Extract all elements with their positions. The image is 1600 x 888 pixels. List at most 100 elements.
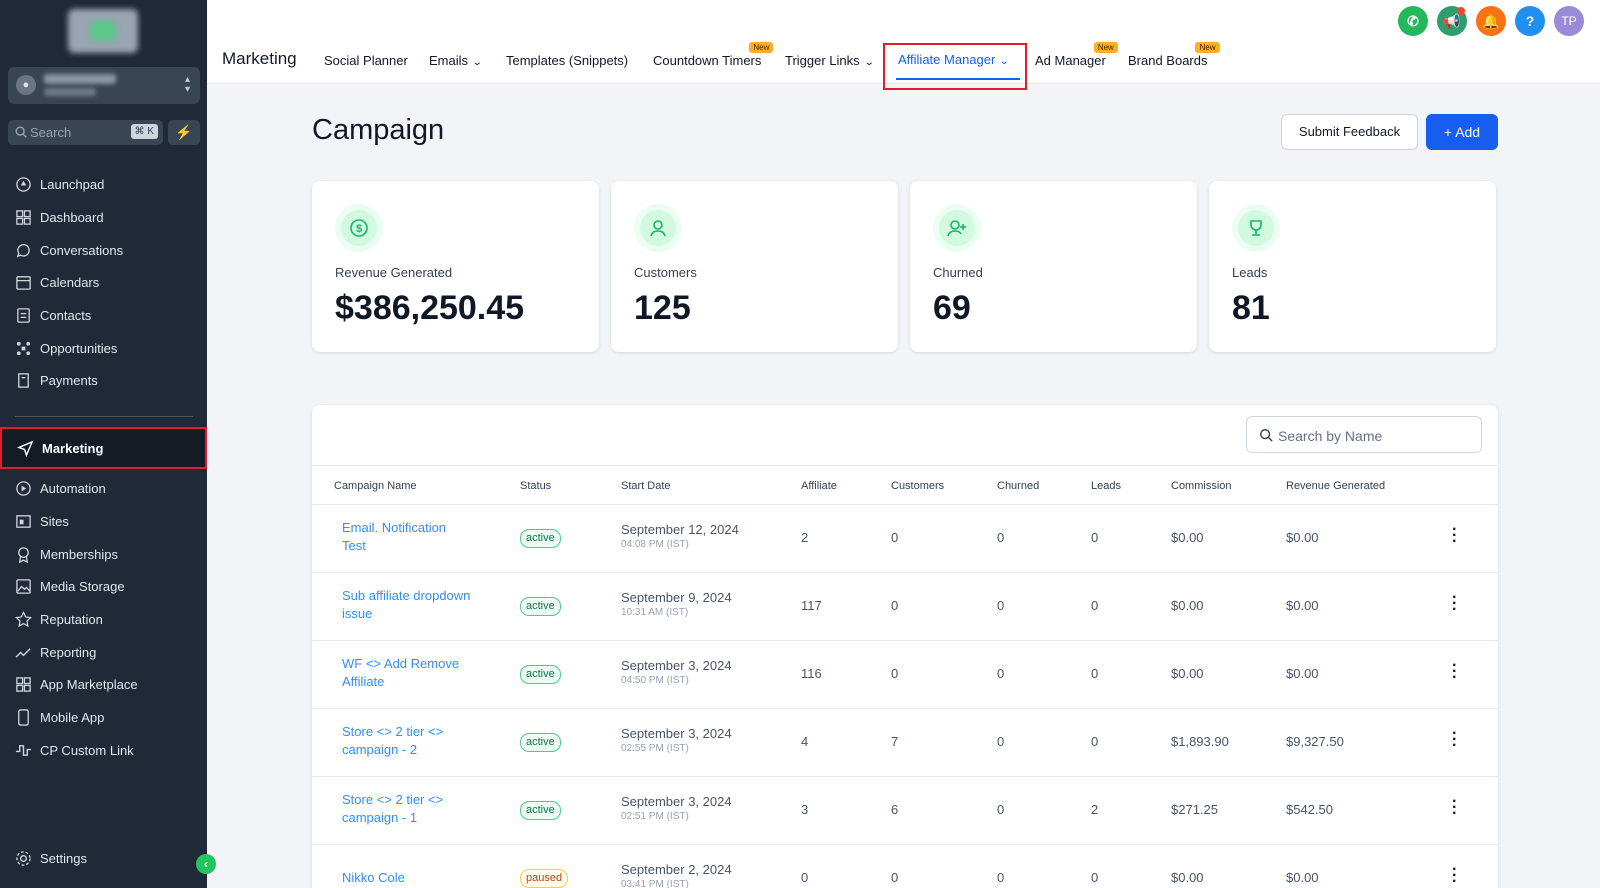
campaign-table: Search by Name Campaign Name Status Star… bbox=[312, 405, 1498, 888]
sidebar-item-media-storage[interactable]: Media Storage bbox=[0, 570, 207, 602]
sidebar-item-calendars[interactable]: Calendars bbox=[0, 266, 207, 298]
sidebar-item-marketing[interactable]: Marketing bbox=[0, 427, 207, 469]
cell-leads: 0 bbox=[1091, 870, 1099, 885]
column-header[interactable]: Start Date bbox=[621, 480, 671, 492]
tab-templates[interactable]: Templates (Snippets) bbox=[506, 53, 628, 68]
tab-countdown-timers[interactable]: Countdown Timers New bbox=[653, 42, 774, 68]
cell-churned: 0 bbox=[997, 734, 1005, 749]
campaign-name-link[interactable]: WF <> Add Remove Affiliate bbox=[342, 656, 460, 689]
trophy-icon bbox=[1232, 204, 1280, 252]
more-actions-icon[interactable]: · · · bbox=[1452, 657, 1458, 686]
column-header[interactable]: Customers bbox=[891, 480, 945, 492]
funnel-icon bbox=[16, 341, 31, 356]
sidebar-item-launchpad[interactable]: Launchpad bbox=[0, 168, 207, 200]
submit-feedback-button[interactable]: Submit Feedback bbox=[1281, 114, 1418, 150]
sidebar-item-app-marketplace[interactable]: App Marketplace bbox=[0, 668, 207, 700]
campaign-name-link[interactable]: Store <> 2 tier <> campaign - 1 bbox=[342, 792, 444, 825]
tab-emails[interactable]: Emails ⌄ bbox=[429, 53, 483, 68]
column-header[interactable]: Status bbox=[520, 480, 552, 492]
stat-card-churned: Churned 69 bbox=[910, 181, 1197, 352]
column-header[interactable]: Commission bbox=[1171, 480, 1232, 492]
stat-value: 81 bbox=[1232, 289, 1270, 327]
more-actions-icon[interactable]: · · · bbox=[1452, 793, 1458, 822]
tab-trigger-links[interactable]: Trigger Links ⌄ bbox=[785, 53, 875, 68]
sidebar-item-label: Calendars bbox=[40, 275, 100, 290]
user-avatar[interactable]: TP bbox=[1554, 6, 1584, 36]
column-header[interactable]: Churned bbox=[997, 480, 1040, 492]
tab-ad-manager[interactable]: Ad Manager New bbox=[1035, 42, 1118, 68]
column-header[interactable]: Revenue Generated bbox=[1286, 480, 1386, 492]
cell-commission: $0.00 bbox=[1171, 598, 1204, 613]
sidebar-item-contacts[interactable]: Contacts bbox=[0, 299, 207, 331]
more-actions-icon[interactable]: · · · bbox=[1452, 521, 1458, 550]
column-header[interactable]: Leads bbox=[1091, 480, 1121, 492]
sidebar-item-cp-custom-link[interactable]: CP Custom Link bbox=[0, 734, 207, 766]
bell-icon[interactable]: 🔔 bbox=[1476, 6, 1506, 36]
sidebar-item-automation[interactable]: Automation bbox=[0, 472, 207, 504]
quick-actions-bolt-icon[interactable]: ⚡ bbox=[168, 120, 200, 145]
help-icon[interactable]: ? bbox=[1515, 6, 1545, 36]
campaign-name-link[interactable]: Sub affiliate dropdown issue bbox=[342, 588, 471, 621]
sidebar-item-dashboard[interactable]: Dashboard bbox=[0, 201, 207, 233]
account-switcher[interactable]: ● ▴ ▾ bbox=[8, 67, 200, 104]
sidebar-item-label: App Marketplace bbox=[40, 677, 138, 692]
campaign-name-link[interactable]: Store <> 2 tier <> campaign - 2 bbox=[342, 724, 444, 757]
sidebar-item-sites[interactable]: Sites bbox=[0, 505, 207, 537]
start-date: September 9, 2024 bbox=[621, 590, 732, 605]
cell-customers: 0 bbox=[891, 666, 899, 681]
sidebar-item-label: Mobile App bbox=[40, 710, 105, 725]
cell-affiliate: 117 bbox=[801, 598, 822, 613]
sidebar-item-memberships[interactable]: Memberships bbox=[0, 538, 207, 570]
tab-label: Emails bbox=[429, 53, 469, 68]
cell-leads: 0 bbox=[1091, 734, 1099, 749]
add-campaign-button[interactable]: + Add bbox=[1426, 114, 1498, 150]
status-badge: active bbox=[520, 597, 561, 616]
campaign-name-link[interactable]: Nikko Cole bbox=[342, 870, 405, 885]
stat-label: Leads bbox=[1232, 265, 1268, 280]
sidebar-item-payments[interactable]: Payments bbox=[0, 364, 207, 396]
tab-label: Templates (Snippets) bbox=[506, 53, 629, 68]
sidebar-search[interactable]: Search ⌘ K bbox=[8, 120, 163, 145]
sites-icon bbox=[16, 515, 31, 528]
more-actions-icon[interactable]: · · · bbox=[1452, 589, 1458, 618]
tab-affiliate-manager[interactable]: Affiliate Manager ⌄ bbox=[898, 52, 1010, 67]
account-name-blurred bbox=[44, 74, 116, 84]
column-header[interactable]: Campaign Name bbox=[334, 480, 417, 492]
company-logo bbox=[68, 9, 138, 53]
more-actions-icon[interactable]: · · · bbox=[1452, 725, 1458, 754]
chat-icon bbox=[16, 243, 30, 258]
status-badge: active bbox=[520, 801, 561, 820]
sidebar-item-conversations[interactable]: Conversations bbox=[0, 234, 207, 266]
stat-label: Revenue Generated bbox=[335, 265, 453, 280]
sidebar-item-mobile-app[interactable]: Mobile App bbox=[0, 701, 207, 733]
sidebar-item-reporting[interactable]: Reporting bbox=[0, 636, 207, 668]
sidebar-item-label: Reputation bbox=[40, 612, 103, 627]
sidebar-item-opportunities[interactable]: Opportunities bbox=[0, 332, 207, 364]
add-label: Add bbox=[1455, 124, 1481, 140]
chevron-down-icon: ⌄ bbox=[863, 57, 875, 68]
calendar-icon bbox=[16, 276, 31, 290]
sidebar-item-settings[interactable]: Settings bbox=[0, 842, 207, 874]
phone-icon[interactable]: ✆ bbox=[1398, 6, 1428, 36]
column-header[interactable]: Affiliate bbox=[801, 480, 837, 492]
cell-leads: 2 bbox=[1091, 802, 1099, 817]
top-nav: Marketing Social Planner Emails ⌄ Templat… bbox=[207, 0, 1600, 90]
status-badge: paused bbox=[520, 869, 569, 888]
cell-customers: 6 bbox=[891, 802, 899, 817]
tab-social-planner[interactable]: Social Planner bbox=[324, 53, 408, 68]
cell-revenue: $0.00 bbox=[1286, 870, 1319, 885]
chevron-down-icon: ⌄ bbox=[999, 56, 1010, 67]
sidebar-item-label: Marketing bbox=[42, 441, 104, 456]
collapse-sidebar-icon[interactable]: ‹ bbox=[196, 854, 216, 874]
stat-label: Customers bbox=[634, 265, 697, 280]
more-actions-icon[interactable]: · · · bbox=[1452, 861, 1458, 888]
search-by-name-input[interactable]: Search by Name bbox=[1246, 416, 1482, 453]
sidebar-item-reputation[interactable]: Reputation bbox=[0, 603, 207, 635]
campaign-name-link[interactable]: Email. Notification Test bbox=[342, 520, 447, 553]
sidebar-item-label: Payments bbox=[40, 373, 98, 388]
cell-customers: 7 bbox=[891, 734, 899, 749]
megaphone-icon[interactable]: 📢 bbox=[1437, 6, 1467, 36]
tab-brand-boards[interactable]: Brand Boards New bbox=[1128, 42, 1220, 68]
sidebar-item-label: Memberships bbox=[40, 547, 119, 562]
grid-icon bbox=[16, 210, 31, 225]
